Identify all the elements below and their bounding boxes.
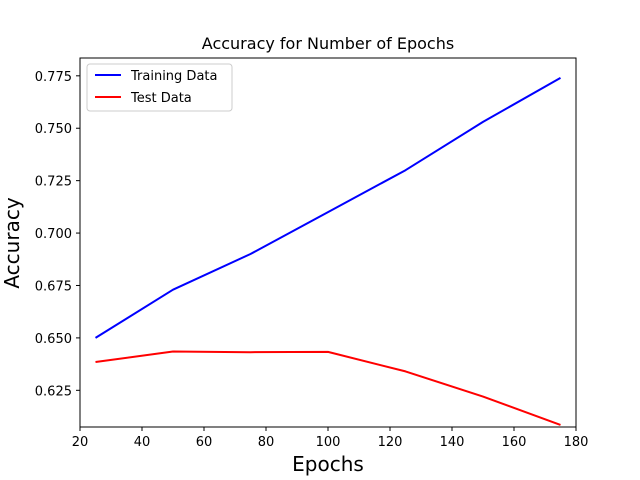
x-tick-label: 80 [258, 435, 275, 450]
x-tick-label: 60 [196, 435, 213, 450]
axis-ticks: 20 40 60 80 100 120 140 160 180 0.625 0.650 0.675 0.… [35, 70, 589, 450]
y-tick-label: 0.750 [35, 122, 72, 137]
x-tick-label: 140 [440, 435, 465, 450]
legend-box [86, 63, 233, 112]
series-line-training-data [94, 77, 561, 339]
x-axis-label: Epochs [292, 452, 364, 476]
y-tick-label: 0.700 [35, 227, 72, 242]
x-tick-label: 40 [134, 435, 151, 450]
y-tick-label: 0.650 [35, 332, 72, 347]
x-tick-label: 160 [502, 435, 527, 450]
x-tick-label: 20 [72, 435, 89, 450]
y-axis-label: Accuracy [0, 197, 24, 288]
x-tick-label: 180 [564, 435, 589, 450]
chart-title: Accuracy for Number of Epochs [202, 34, 454, 53]
y-tick-label: 0.625 [35, 384, 72, 399]
legend: Training Data Test Data [86, 63, 233, 112]
series-line-test-data [95, 350, 561, 426]
legend-label-test-data: Test Data [130, 91, 192, 106]
plot-area-frame [79, 57, 577, 428]
x-tick-label: 100 [316, 435, 341, 450]
y-tick-label: 0.775 [35, 70, 72, 85]
series-lines [94, 77, 561, 426]
x-tick-label: 120 [378, 435, 403, 450]
legend-label-training-data: Training Data [130, 69, 217, 84]
y-tick-label: 0.675 [35, 279, 72, 294]
y-tick-label: 0.725 [35, 175, 72, 190]
